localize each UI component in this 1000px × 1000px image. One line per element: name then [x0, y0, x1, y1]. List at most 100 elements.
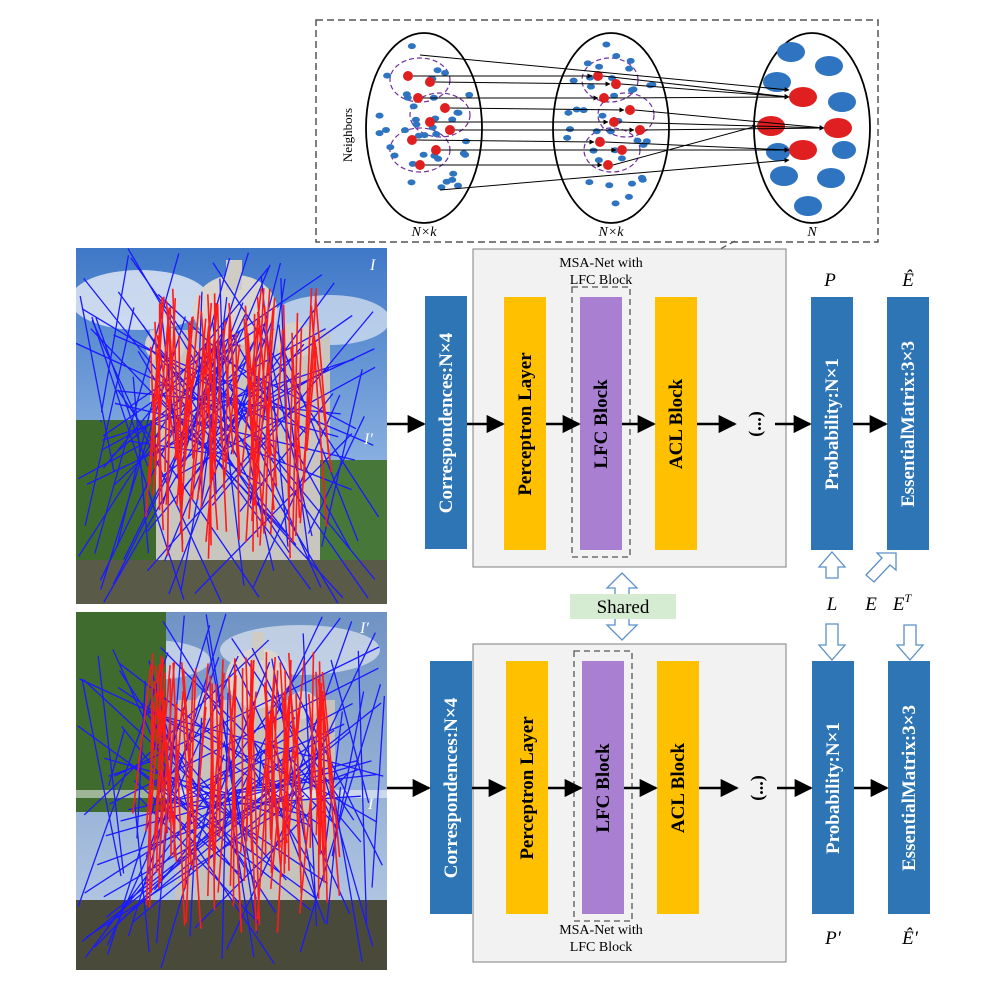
red-node [824, 118, 852, 138]
inlier-match-line [173, 703, 178, 858]
outlier-match-line [84, 307, 135, 526]
blue-node [454, 109, 463, 116]
outlier-match-line [371, 696, 386, 888]
blue-node [411, 116, 420, 123]
blue-node [441, 69, 450, 76]
blue-node [569, 77, 578, 84]
red-node [440, 103, 450, 113]
inlier-match-line [215, 683, 221, 834]
inlier-match-line [321, 671, 341, 858]
svg-text:ACL Block: ACL Block [668, 742, 689, 833]
inlier-match-line [209, 675, 214, 851]
svg-text:ACL Block: ACL Block [666, 378, 687, 469]
photo-top-label-upper: I [369, 257, 376, 274]
inlier-match-line [229, 320, 239, 456]
inlier-match-line [317, 689, 321, 899]
blue-node [817, 168, 845, 188]
svg-text:Correspondences:N×4: Correspondences:N×4 [441, 697, 462, 878]
inlier-match-line [265, 682, 272, 840]
ellipsis-bottom: (...) [747, 775, 768, 801]
outlier-match-line [280, 278, 288, 442]
blue-node [592, 128, 601, 135]
msa-net-caption-bottom-line2: LFC Block [570, 940, 633, 955]
blue-node [766, 143, 790, 161]
group-label-nxk-2: N×k [598, 225, 625, 240]
blue-node [375, 130, 384, 137]
inlier-match-line [148, 653, 154, 908]
inlier-match-line [235, 333, 240, 540]
blue-node [763, 72, 791, 92]
shared-label: Shared [597, 597, 650, 618]
blue-node [382, 126, 391, 133]
outlier-match-line [302, 633, 318, 927]
inlier-match-line [243, 318, 256, 488]
svg-text:LFC Block: LFC Block [591, 379, 612, 469]
symbol-e-hat-prime: Ê′ [901, 927, 919, 949]
red-node [603, 160, 613, 170]
outlier-match-line [223, 773, 255, 958]
outlier-match-line [81, 678, 122, 877]
outlier-match-line [133, 801, 150, 952]
inlier-match-line [227, 675, 243, 933]
inlier-match-line [270, 670, 279, 847]
inlier-match-line [200, 337, 204, 509]
blue-node [794, 196, 822, 216]
blue-node [407, 179, 416, 186]
red-node [593, 71, 603, 81]
blue-node [595, 63, 604, 70]
inlier-match-line [276, 673, 292, 933]
blue-node [624, 193, 633, 200]
inlier-match-line [249, 340, 263, 463]
inlier-match-line [150, 672, 166, 893]
inlier-match-line [244, 305, 259, 538]
inlier-match-line [222, 329, 235, 455]
neighborhood-ellipse [597, 92, 655, 138]
blue-node [448, 116, 457, 123]
inlier-match-line [176, 316, 194, 506]
neighbor-arrow [439, 157, 790, 191]
blue-node [626, 57, 635, 64]
inlier-match-line [319, 690, 323, 855]
blue-node [602, 41, 611, 48]
photo-top [76, 248, 387, 604]
outlier-match-line [91, 316, 185, 600]
neighbor-arrow [644, 125, 825, 131]
inlier-match-line [169, 338, 184, 544]
inlier-match-line [166, 306, 172, 557]
outlier-match-line [109, 667, 379, 805]
blue-node [579, 107, 588, 114]
inlier-match-line [131, 663, 153, 814]
acl-block-bottom: ACL Block [657, 661, 699, 914]
blue-node [828, 92, 856, 112]
inlier-match-line [184, 677, 194, 889]
blue-node [407, 43, 416, 50]
blue-node [432, 131, 441, 138]
blue-node [563, 134, 572, 141]
inlier-match-line [282, 304, 291, 559]
blue-node [375, 112, 384, 119]
neighbor-arrow [618, 121, 825, 131]
red-node [635, 125, 645, 135]
blue-node [408, 160, 417, 167]
outlier-match-line [258, 751, 262, 787]
inlier-match-line [309, 652, 315, 848]
inlier-match-line [183, 295, 201, 467]
msa-net-caption-top-line2: LFC Block [570, 273, 633, 288]
red-node [425, 117, 435, 127]
inlier-match-line [263, 305, 278, 487]
inlier-match-line [207, 302, 217, 559]
outlier-match-line [262, 326, 313, 537]
inlier-match-line [314, 292, 330, 453]
inlier-match-line [178, 335, 183, 518]
red-node [609, 117, 619, 127]
neighbor-arrow [434, 81, 611, 87]
probability-box-bottom: Probability:N×1 [812, 661, 854, 914]
svg-text:Probability:N×1: Probability:N×1 [823, 722, 844, 854]
neighbors-inset: Neighbors N×k N×k N [315, 19, 879, 243]
inlier-match-line [144, 297, 163, 518]
outlier-match-line [117, 389, 260, 598]
inlier-match-line [156, 335, 178, 459]
blue-node [465, 91, 474, 98]
red-node [425, 77, 435, 87]
blue-node [383, 72, 392, 79]
